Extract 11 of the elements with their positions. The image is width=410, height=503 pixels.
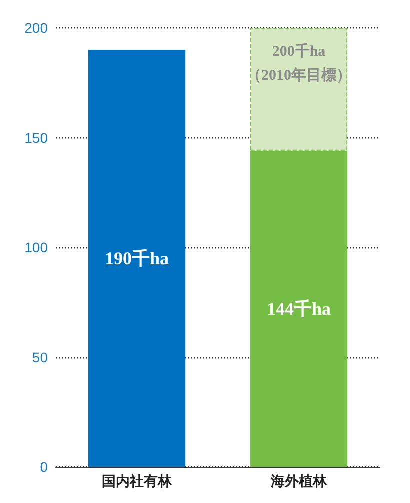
bar: [88, 50, 186, 467]
y-tick-label: 150: [24, 130, 48, 146]
data-label: 190千ha: [104, 248, 170, 268]
data-label: 144千ha: [266, 298, 332, 319]
y-tick-label: 50: [32, 349, 48, 366]
x-tick-label: 海外植林: [270, 474, 328, 490]
y-tick-label: 0: [40, 459, 48, 475]
annotation: 200千ha （2010年目標）: [246, 43, 352, 84]
x-tick-label: 国内社有林: [102, 474, 173, 490]
y-tick-label: 100: [24, 240, 48, 256]
y-tick-label: 200: [24, 20, 48, 36]
